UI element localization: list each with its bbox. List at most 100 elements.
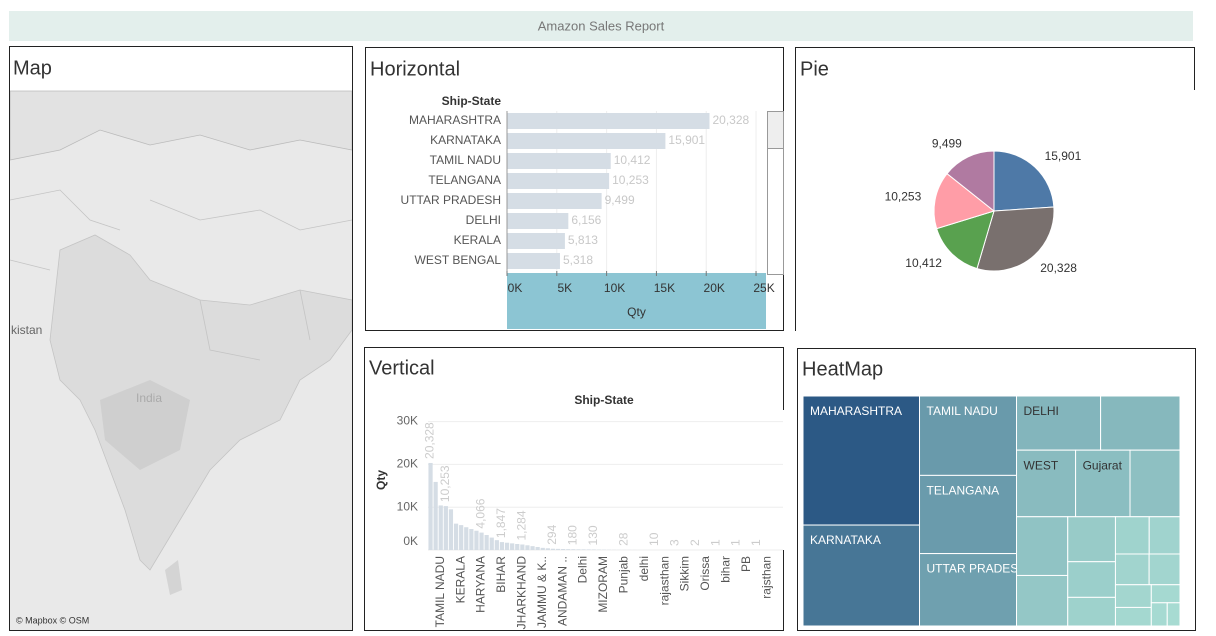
tile-label: DELHI [1024, 404, 1059, 418]
x-axis-label: Qty [627, 305, 646, 319]
bar [586, 549, 591, 550]
x-tick-label: ANDAMAN .. [555, 556, 569, 626]
x-tick-label: bihar [719, 556, 733, 583]
value-label: 10,253 [612, 173, 649, 187]
category-header: Ship-State [574, 393, 634, 407]
x-tick-label: JHARKHAND [515, 556, 529, 630]
panel-title: Map [13, 57, 52, 79]
bar [555, 548, 561, 550]
x-tick-label: delhi [637, 556, 651, 581]
value-label: 5,813 [568, 233, 598, 247]
bar [507, 133, 666, 149]
bar [494, 540, 499, 550]
x-tick-label: Sikkim [678, 556, 692, 591]
value-label: 1,847 [494, 508, 508, 538]
x-tick-label: 10K [604, 281, 625, 295]
panel-border [9, 46, 353, 631]
tile [802, 395, 921, 526]
bar [499, 542, 505, 550]
map-attribution: © Mapbox © OSM [16, 615, 89, 625]
panel-title: Horizontal [370, 58, 460, 80]
bar [515, 544, 520, 550]
bar [489, 537, 494, 550]
value-label: 1 [708, 539, 722, 546]
value-label: 10,412 [905, 256, 942, 270]
map-label: kistan [11, 323, 42, 337]
bar [507, 193, 602, 209]
value-label: 10,253 [885, 189, 922, 203]
tile [1067, 596, 1116, 627]
bar [453, 523, 459, 550]
tile [1067, 516, 1116, 563]
y-tick-label: 20K [397, 457, 418, 471]
bar [474, 530, 479, 550]
x-tick-label: rajasthan [657, 556, 671, 605]
tile-label: UTTAR PRADESH [927, 562, 1027, 576]
tile [1016, 449, 1077, 518]
x-tick-label: PB [739, 556, 753, 572]
tile-label: TAMIL NADU [927, 404, 998, 418]
bar [520, 544, 525, 550]
bar [571, 549, 576, 550]
y-tick-label: UTTAR PRADESH [401, 193, 501, 207]
x-tick-label: Orissa [698, 556, 712, 591]
map-label: India [136, 391, 162, 405]
bar [507, 253, 560, 269]
value-label: 10 [647, 532, 661, 546]
bar [438, 505, 443, 550]
x-tick-label: Delhi [576, 556, 590, 583]
panel-title: Vertical [369, 357, 435, 379]
bar [525, 545, 530, 550]
x-tick-label: HARYANA [474, 556, 488, 613]
x-tick-label: JAMMU & K.. [535, 556, 549, 628]
panel-border [364, 347, 784, 631]
bar [576, 549, 581, 550]
tile [1100, 395, 1181, 451]
bar [550, 548, 556, 550]
bar [507, 173, 610, 189]
x-tick-label: Punjab [617, 556, 631, 594]
pie-slice [936, 210, 995, 270]
value-label: 1 [749, 539, 763, 546]
x-tick-label: MIZORAM [596, 556, 610, 613]
y-tick-label: TAMIL NADU [430, 153, 501, 167]
value-label: 2 [688, 539, 702, 546]
tile [1129, 449, 1181, 518]
tile [802, 524, 921, 627]
y-tick-label: KERALA [454, 233, 501, 247]
map-india [49, 234, 353, 571]
x-tick-label: 15K [654, 281, 675, 295]
x-tick-label: 25K [753, 281, 774, 295]
y-axis-label: Qty [374, 470, 388, 490]
tile [1016, 574, 1069, 627]
y-tick-label: 0K [403, 534, 418, 548]
y-tick-label: WEST BENGAL [415, 253, 502, 267]
bar [464, 527, 469, 550]
x-tick-label: 5K [557, 281, 572, 295]
tile [1148, 553, 1181, 586]
value-label: 294 [545, 524, 559, 544]
value-label: 180 [566, 525, 580, 545]
pie-slice [993, 150, 1055, 212]
tile-label: WEST [1024, 458, 1059, 472]
bar [540, 547, 545, 550]
bar [545, 548, 550, 550]
value-label: 20,328 [712, 113, 749, 127]
axis-highlight [507, 273, 766, 329]
value-label: 15,901 [668, 133, 705, 147]
tile [919, 395, 1018, 476]
value-label: 5,318 [563, 253, 593, 267]
x-tick-label: 20K [704, 281, 725, 295]
y-tick-label: 30K [397, 414, 418, 428]
tile-label: MAHARASHTRA [810, 404, 902, 418]
y-tick-label: 10K [397, 499, 418, 513]
pie-slice [946, 150, 995, 213]
tile [1067, 561, 1116, 598]
bar [507, 113, 710, 129]
panel-border [795, 47, 1195, 331]
bar [581, 549, 586, 550]
pie-slice [933, 172, 996, 230]
bar [504, 542, 510, 550]
value-label: 28 [617, 532, 631, 546]
